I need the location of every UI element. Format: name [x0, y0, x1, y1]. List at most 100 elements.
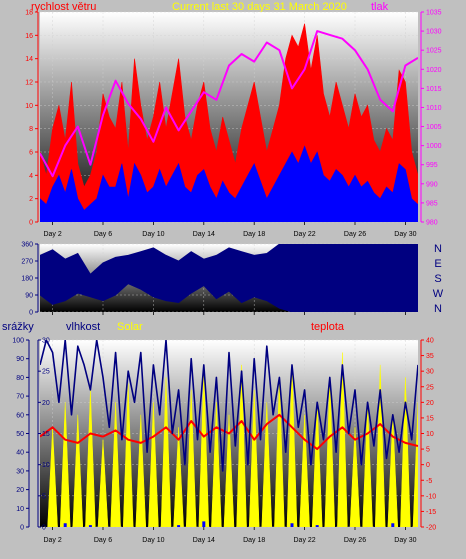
compass-w: W [433, 288, 444, 300]
solar-label: Solar [117, 321, 143, 333]
temperature-y-axis-tick-label: 30 [426, 369, 434, 376]
rain-bar [63, 523, 67, 527]
rain-y-axis-tick-label: 70 [16, 394, 24, 401]
humidity-y-axis-tick-label: 25 [42, 369, 50, 376]
rain-bar [290, 523, 294, 527]
rain-y-axis-tick-label: 10 [16, 506, 24, 513]
pressure-y-axis-tick-label: 995 [426, 162, 438, 169]
rain-y-axis-tick-label: 20 [16, 487, 24, 494]
temperature-line [40, 413, 418, 451]
wind-y-axis-tick-label: 10 [25, 103, 33, 110]
humidity-temperature-axes: Day 2 Day 6 Day 10 Day 14 Day 18 Day 22 Day 26… [12, 338, 436, 545]
solar-spike [148, 402, 159, 527]
solar-spike [387, 414, 399, 527]
wind-direction-band [40, 244, 418, 312]
rain-y-axis-tick-label: 30 [16, 468, 24, 475]
rain-bar [202, 521, 206, 527]
solar-spike [223, 414, 235, 527]
rain-y-axis-tick-label: 40 [16, 450, 24, 457]
x-tick-label: Day 14 [193, 537, 215, 544]
pressure-y-axis-tick-label: 990 [426, 181, 438, 188]
solar-spike [47, 427, 58, 527]
pressure-y-axis-tick-label: 1015 [426, 86, 442, 93]
temperature-y-axis-tick-label: 35 [426, 353, 434, 360]
rain-y-axis-tick-label: 0 [20, 525, 24, 532]
solar-spike [211, 402, 222, 527]
temperature-y-axis-tick-label: 5 [426, 447, 430, 454]
compass-n: N [434, 303, 442, 315]
direction-y-axis-tick-label: 360 [21, 242, 33, 249]
x-tick-label: Day 22 [294, 231, 316, 238]
humidity-label: vlhkost [66, 321, 100, 333]
solar-spike [110, 402, 121, 527]
solar-spike [185, 389, 197, 527]
compass-n: N [434, 243, 442, 255]
x-tick-label: Day 18 [243, 537, 265, 544]
pressure-y-axis-tick-label: 1010 [426, 105, 442, 112]
solar-spike [160, 377, 172, 527]
wind-pressure-marks [40, 23, 418, 222]
temperature-y-axis-tick-label: -20 [426, 525, 436, 532]
wind-y-axis-tick-label: 0 [29, 220, 33, 227]
wind-y-axis-tick-label: 16 [25, 33, 33, 40]
x-tick-label: Day 2 [43, 231, 61, 238]
temperature-y-axis-tick-label: 20 [426, 400, 434, 407]
humidity-y-axis-tick-label: 20 [42, 400, 50, 407]
rain-y-axis-tick-label: 60 [16, 412, 24, 419]
wind-direction-axes: 0 90 180 270 360 [21, 242, 406, 317]
pressure-y-axis-tick-label: 1000 [426, 143, 442, 150]
rain-y-axis-tick-label: 50 [16, 431, 24, 438]
temperature-y-axis-tick-label: -5 [426, 478, 432, 485]
wind-y-axis-tick-label: 18 [25, 10, 33, 17]
rain-bar [391, 523, 395, 527]
pressure-y-axis-tick-label: 980 [426, 220, 438, 227]
solar-spike [311, 402, 323, 527]
solar-spike [72, 414, 84, 527]
solar-spike [286, 364, 298, 527]
x-tick-label: Day 10 [142, 231, 164, 238]
x-tick-label: Day 22 [294, 537, 316, 544]
solar-spike [299, 414, 310, 527]
x-tick-label: Day 6 [94, 231, 112, 238]
wind-y-axis-tick-label: 12 [25, 80, 33, 87]
pressure-y-axis-tick-label: 1020 [426, 67, 442, 74]
chart-title: Current last 30 days 31 March 2020 [172, 1, 347, 13]
solar-spike [122, 383, 134, 527]
pressure-line [40, 30, 418, 178]
solar-spike [173, 427, 184, 527]
x-tick-label: Day 30 [394, 537, 416, 544]
solar-spike [400, 377, 411, 527]
wind-y-axis-tick-label: 14 [25, 56, 33, 63]
humidity-line [40, 340, 418, 472]
solar-spike [412, 402, 418, 527]
solar-spike [362, 402, 373, 527]
solar-spike [274, 377, 285, 527]
rain-label: srážky [2, 321, 34, 333]
temperature-y-axis-tick-label: 0 [426, 462, 430, 469]
humidity-y-axis-tick-label: 5 [42, 493, 46, 500]
wind-average-area [40, 145, 418, 222]
wind-y-axis-tick-label: 2 [29, 196, 33, 203]
pressure-y-axis-tick-label: 985 [426, 200, 438, 207]
rain-bar [88, 525, 92, 527]
x-tick-label: Day 10 [142, 537, 164, 544]
temperature-y-axis-tick-label: 10 [426, 431, 434, 438]
pressure-y-axis-tick-label: 1035 [426, 10, 442, 17]
x-tick-label: Day 6 [94, 537, 112, 544]
wind-y-axis-tick-label: 6 [29, 150, 33, 157]
compass-s: S [434, 273, 441, 285]
temperature-label: teplota [311, 321, 345, 333]
humidity-temperature-marks [40, 340, 418, 527]
x-tick-label: Day 26 [344, 537, 366, 544]
wind-y-axis-tick-label: 4 [29, 173, 33, 180]
direction-y-axis-tick-label: 180 [21, 276, 33, 283]
pressure-label: tlak [371, 1, 389, 13]
wind-pressure-axes: Day 2 Day 6 Day 10 Day 14 Day 18 Day 22 Day 26… [25, 10, 441, 239]
temperature-y-axis-tick-label: 40 [426, 338, 434, 345]
solar-spike [349, 427, 361, 527]
x-tick-label: Day 26 [344, 231, 366, 238]
humidity-y-axis-tick-label: 15 [42, 431, 50, 438]
